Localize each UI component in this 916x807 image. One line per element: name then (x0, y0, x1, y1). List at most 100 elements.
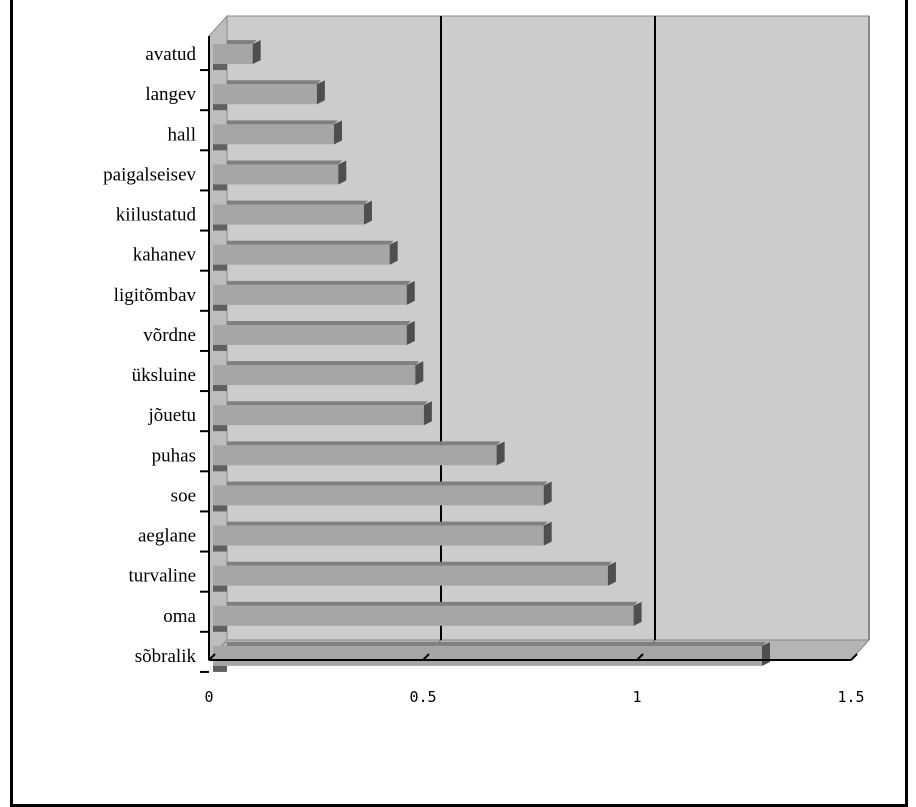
bar-top-3 (227, 160, 343, 165)
bar-shadow-9 (213, 421, 227, 432)
bar-face-1 (213, 84, 317, 105)
bar-shadow-3 (213, 180, 227, 191)
bar-7 (213, 320, 415, 351)
category-label-10: puhas (152, 445, 196, 466)
bar-shadow-2 (213, 140, 227, 151)
category-label-2: hall (168, 124, 197, 145)
axes (200, 16, 870, 673)
x-tick-labels: 0 0.5 1 1.5 (204, 688, 864, 706)
category-label-13: turvaline (128, 566, 196, 587)
category-label-4: kiilustatud (116, 205, 197, 226)
bar-15 (213, 641, 770, 672)
bar-3 (213, 160, 347, 191)
bar-face-13 (213, 565, 608, 586)
bar-10 (213, 441, 505, 472)
bar-face-9 (213, 405, 424, 426)
bar-top-12 (227, 521, 548, 526)
category-label-3: paigalseisev (103, 164, 196, 185)
category-label-12: aeglane (138, 526, 196, 547)
bar-face-12 (213, 525, 544, 546)
bar-end-5 (389, 240, 398, 265)
bar-face-14 (213, 605, 634, 626)
bar-shadow-10 (213, 461, 227, 472)
category-labels: avatud langev hall paigalseisev kiilustatud k… (103, 44, 196, 667)
x-tick-label-3: 1.5 (837, 688, 864, 706)
bar-9 (213, 401, 432, 432)
bar-end-1 (316, 80, 325, 105)
bar-face-5 (213, 244, 390, 265)
bar-1 (213, 80, 325, 111)
category-label-5: kahanev (133, 245, 197, 266)
bar-shadow-13 (213, 581, 227, 592)
bars (213, 40, 770, 672)
bar-0 (213, 40, 261, 71)
category-label-6: ligitõmbav (114, 285, 197, 306)
category-label-15: sõbralik (135, 646, 197, 667)
bar-top-13 (227, 561, 612, 566)
category-label-7: võrdne (143, 325, 196, 346)
bar-face-11 (213, 485, 544, 506)
bar-end-7 (406, 320, 415, 345)
bar-8 (213, 361, 424, 392)
bar-6 (213, 280, 415, 311)
bar-shadow-5 (213, 260, 227, 271)
bar-12 (213, 521, 552, 552)
category-label-11: soe (171, 485, 196, 506)
bar-5 (213, 240, 398, 271)
x-tick-3 (850, 653, 858, 661)
bar-end-13 (607, 561, 616, 586)
bar-face-6 (213, 284, 407, 305)
bar-face-2 (213, 124, 334, 145)
category-label-14: oma (163, 606, 196, 627)
bar-face-8 (213, 365, 416, 386)
x-tick-1 (422, 653, 430, 661)
bar-top-1 (227, 80, 321, 85)
bar-top-4 (227, 200, 368, 205)
bar-top-7 (227, 320, 411, 325)
x-tick-2 (636, 653, 644, 661)
bar-14 (213, 601, 642, 632)
bar-face-0 (213, 44, 253, 65)
bar-end-2 (334, 120, 342, 145)
bar-face-4 (213, 204, 364, 225)
bar-13 (213, 561, 616, 592)
category-label-1: langev (145, 84, 196, 105)
bar-end-10 (496, 441, 505, 466)
bar-face-3 (213, 164, 339, 185)
bar-top-15 (227, 641, 766, 646)
bar-2 (213, 120, 342, 151)
category-label-0: avatud (145, 44, 196, 65)
bar-end-11 (543, 481, 552, 506)
bar-top-11 (227, 481, 548, 486)
bar-shadow-1 (213, 100, 227, 111)
bar-end-4 (363, 200, 372, 225)
bar-top-9 (227, 401, 428, 406)
category-label-9: jõuetu (148, 405, 197, 426)
bar-end-3 (338, 160, 347, 185)
bar-shadow-4 (213, 220, 227, 231)
bar-top-5 (227, 240, 394, 245)
bar-shadow-12 (213, 541, 227, 552)
bar-face-10 (213, 445, 497, 466)
x-tick-0 (208, 653, 216, 661)
bar-end-6 (406, 280, 415, 305)
bar-shadow-6 (213, 300, 227, 311)
x-tick-label-1: 0.5 (409, 688, 436, 706)
bar-end-15 (762, 641, 770, 666)
bar-face-15 (213, 645, 762, 666)
bar-top-14 (227, 601, 638, 606)
bar-top-10 (227, 441, 501, 446)
bar-shadow-11 (213, 501, 227, 512)
bar-end-8 (415, 361, 424, 386)
bar-shadow-0 (213, 60, 227, 71)
x-tick-label-2: 1 (632, 688, 641, 706)
bar-shadow-14 (213, 621, 227, 632)
bar-shadow-15 (213, 661, 227, 672)
bar-face-7 (213, 324, 407, 345)
x-tick-label-0: 0 (204, 688, 213, 706)
bar-top-6 (227, 280, 411, 285)
bar-end-0 (252, 40, 261, 65)
category-label-8: üksluine (132, 365, 196, 386)
bar-shadow-8 (213, 381, 227, 392)
